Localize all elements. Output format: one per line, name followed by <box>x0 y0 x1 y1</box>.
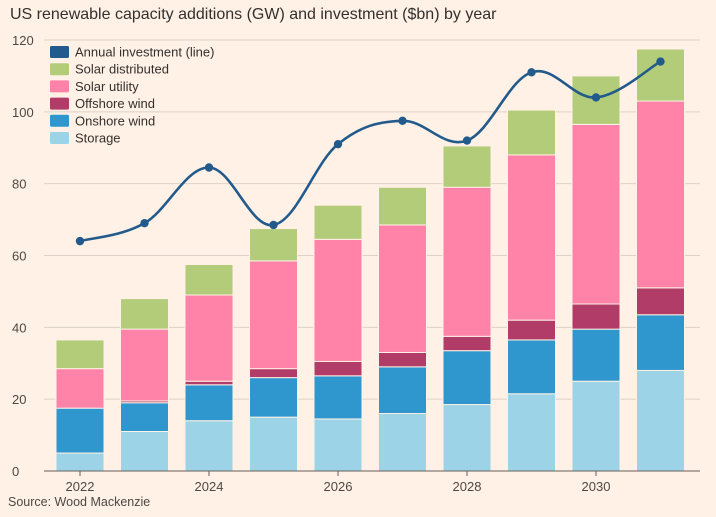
x-tick-label: 2028 <box>453 479 482 494</box>
legend-swatch-offshore <box>50 97 69 110</box>
bar-segment-offshore <box>313 360 363 377</box>
x-tick-label: 2022 <box>66 479 95 494</box>
bar-stacks <box>55 48 685 472</box>
bar-segment-solar_distributed <box>184 263 234 296</box>
legend-label: Onshore wind <box>75 113 155 128</box>
bar-segment-solar_utility <box>120 328 169 402</box>
bar-segment-onshore <box>507 339 556 395</box>
y-tick-label: 80 <box>12 177 26 192</box>
investment-point <box>462 136 472 145</box>
bar-segment-offshore <box>378 351 427 368</box>
bar-segment-offshore <box>249 368 298 379</box>
chart-title: US renewable capacity additions (GW) and… <box>10 6 497 23</box>
bar-segment-solar_utility <box>184 294 234 382</box>
y-tick-label: 0 <box>12 464 19 479</box>
bar-segment-solar_distributed <box>636 48 685 102</box>
legend-label: Offshore wind <box>75 96 155 111</box>
bar-segment-solar_distributed <box>249 228 298 262</box>
investment-line-group <box>75 57 665 246</box>
investment-point <box>333 139 343 149</box>
bar-segment-offshore <box>442 335 492 352</box>
bar-segment-offshore <box>507 319 556 341</box>
legend-swatch-investment <box>50 46 69 58</box>
bar-segment-onshore <box>571 328 621 382</box>
bar-segment-offshore <box>636 287 685 316</box>
investment-point <box>398 116 407 126</box>
bar-segment-storage <box>571 380 621 472</box>
bar-segment-onshore <box>55 407 105 454</box>
legend-label: Solar utility <box>75 79 139 94</box>
bar-segment-solar_utility <box>378 224 427 353</box>
legend-label: Storage <box>75 131 121 146</box>
bar-segment-solar_distributed <box>507 109 556 156</box>
y-tick-label: 20 <box>12 392 26 407</box>
y-tick-label: 120 <box>12 33 34 48</box>
source-note: Source: Wood Mackenzie <box>8 495 151 509</box>
bar-segment-solar_utility <box>571 123 621 305</box>
investment-point <box>204 163 214 172</box>
bar-segment-solar_distributed <box>313 204 363 240</box>
bar-segment-storage <box>507 393 556 472</box>
bar-segment-solar_utility <box>55 368 105 409</box>
y-tick-label: 100 <box>12 105 34 120</box>
legend-swatch-storage <box>50 132 69 144</box>
x-tick-label: 2024 <box>195 479 224 494</box>
bar-segment-solar_utility <box>507 154 556 321</box>
bar-segment-solar_utility <box>313 238 363 362</box>
bar-segment-storage <box>378 413 427 472</box>
bar-segment-storage <box>120 430 169 472</box>
bar-segment-storage <box>55 452 105 472</box>
bar-segment-onshore <box>378 366 427 415</box>
bar-segment-solar_utility <box>442 186 492 337</box>
bar-segment-storage <box>313 418 363 472</box>
investment-point <box>591 93 601 102</box>
legend-label: Solar distributed <box>75 62 169 77</box>
investment-point <box>527 68 536 77</box>
bar-segment-offshore <box>184 380 234 386</box>
legend-swatch-onshore <box>50 114 69 127</box>
bar-segment-storage <box>184 420 234 472</box>
legend: Annual investment (line) Solar distribute… <box>50 45 214 146</box>
y-tick-label: 40 <box>12 320 26 335</box>
y-tick-label: 60 <box>12 249 26 264</box>
investment-line <box>79 60 662 243</box>
bar-segment-solar_utility <box>249 260 298 370</box>
x-tick-label: 2026 <box>324 479 353 494</box>
bar-segment-storage <box>249 416 298 472</box>
x-tick-label: 2030 <box>582 479 611 494</box>
legend-swatch-solar_utility <box>50 80 69 93</box>
bar-segment-onshore <box>636 314 685 371</box>
investment-point <box>269 220 278 230</box>
bar-segment-offshore <box>571 303 621 330</box>
bar-segment-storage <box>636 369 685 472</box>
axes: 0 20 40 60 80 100 120 2022 2024 2026 2028 2030 <box>12 33 700 494</box>
legend-label: Annual investment (line) <box>75 45 214 60</box>
bar-segment-solar_distributed <box>120 298 169 330</box>
bar-segment-solar_distributed <box>55 339 105 370</box>
legend-swatch-solar_distributed <box>50 63 69 76</box>
bar-segment-solar_distributed <box>378 186 427 226</box>
investment-point <box>656 57 665 66</box>
investment-point <box>140 218 149 228</box>
investment-point <box>75 236 85 246</box>
bar-segment-onshore <box>249 377 298 418</box>
bar-segment-onshore <box>313 375 363 420</box>
bar-segment-onshore <box>442 350 492 406</box>
bar-segment-storage <box>442 404 492 472</box>
bar-segment-solar_utility <box>636 100 685 289</box>
bar-segment-solar_distributed <box>442 145 492 188</box>
bar-segment-onshore <box>120 402 169 432</box>
bar-segment-onshore <box>184 384 234 422</box>
